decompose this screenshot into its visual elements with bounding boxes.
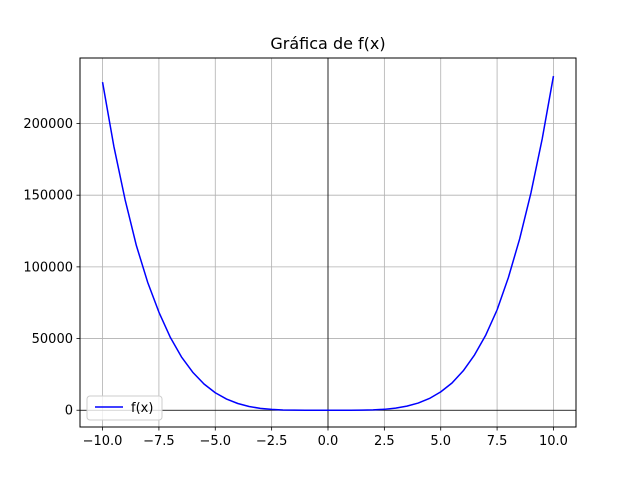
y-tick-label: 100000 — [23, 260, 73, 275]
chart-title: Gráfica de f(x) — [270, 34, 385, 53]
y-tick-label: 0 — [65, 404, 73, 419]
legend-box — [86, 395, 163, 421]
series-layer — [101, 75, 555, 411]
legend: f(x) — [86, 395, 163, 421]
x-axis: −10.0 −7.5 −5.0 −2.5 0.0 2.5 5.0 7.5 10.0 — [83, 427, 568, 449]
y-tick-label: 150000 — [23, 189, 73, 204]
x-tick-label: −2.5 — [256, 434, 288, 449]
series-line — [101, 75, 555, 411]
x-tick-label: 10.0 — [539, 434, 568, 449]
legend-series-label: f(x) — [131, 401, 153, 416]
x-tick-label: −5.0 — [199, 434, 231, 449]
x-tick-label: −10.0 — [83, 434, 123, 449]
y-tick-label: 200000 — [23, 117, 73, 132]
x-tick-label: 7.5 — [487, 434, 508, 449]
x-tick-label: 0.0 — [318, 434, 339, 449]
y-tick-label: 50000 — [32, 332, 73, 347]
x-gridlines — [102, 58, 554, 427]
x-tick-label: −7.5 — [143, 434, 175, 449]
x-tick-label: 2.5 — [374, 434, 395, 449]
y-axis: 0 50000 100000 150000 200000 — [23, 117, 80, 419]
x-tick-label: 5.0 — [430, 434, 451, 449]
